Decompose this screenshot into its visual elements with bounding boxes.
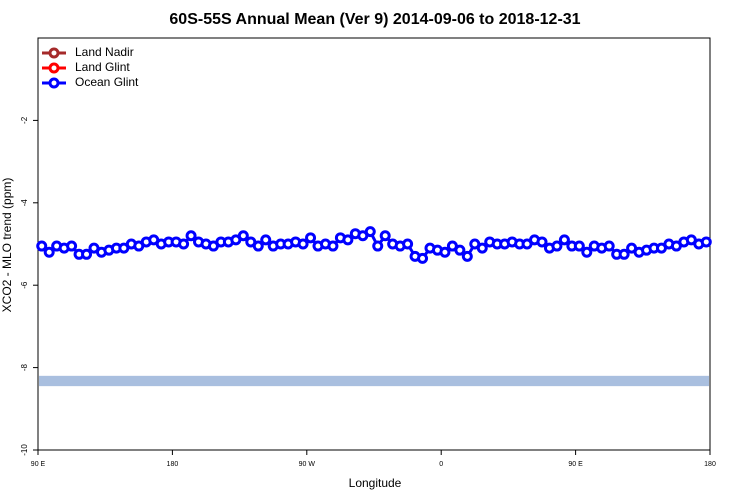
data-point	[81, 248, 93, 260]
data-point	[454, 244, 466, 256]
data-point	[43, 246, 55, 258]
data-point	[178, 238, 190, 250]
legend-label: Land Nadir	[75, 45, 134, 59]
data-point	[439, 246, 451, 258]
data-point	[379, 230, 391, 242]
data-point	[461, 250, 473, 262]
legend-label: Land Glint	[75, 60, 130, 74]
data-point	[252, 240, 264, 252]
legend-marker	[48, 47, 60, 59]
data-point	[36, 240, 48, 252]
x-tick-label: 0	[439, 461, 443, 468]
x-tick-label: 90 E	[568, 461, 583, 468]
x-tick-label: 90 W	[299, 461, 316, 468]
data-point	[573, 240, 585, 252]
data-point	[364, 226, 376, 238]
chart-title: 60S-55S Annual Mean (Ver 9) 2014-09-06 t…	[169, 11, 580, 28]
x-axis-label: Longitude	[349, 476, 402, 490]
legend-marker	[48, 77, 60, 89]
data-point	[618, 248, 630, 260]
y-axis-label: XCO2 - MLO trend (ppm)	[0, 178, 14, 313]
data-point	[603, 240, 615, 252]
x-tick-label: 180	[704, 461, 716, 468]
data-point	[476, 242, 488, 254]
y-tick-label: -10	[20, 444, 29, 456]
data-point	[402, 238, 414, 250]
data-point	[185, 230, 197, 242]
data-point	[372, 240, 384, 252]
y-tick-label: -2	[20, 116, 29, 124]
y-tick-label: -4	[20, 199, 29, 207]
data-point	[417, 252, 429, 264]
legend-label: Ocean Glint	[75, 75, 139, 89]
x-tick-label: 90 E	[31, 461, 46, 468]
data-point	[327, 240, 339, 252]
data-point	[237, 230, 249, 242]
data-point	[700, 236, 712, 248]
data-point	[305, 232, 317, 244]
data-point	[551, 240, 563, 252]
y-tick-label: -8	[20, 363, 29, 371]
y-tick-label: -6	[20, 281, 29, 289]
data-point	[297, 238, 309, 250]
reference-band	[39, 375, 709, 387]
data-point	[260, 234, 272, 246]
data-point	[536, 236, 548, 248]
data-point	[66, 240, 78, 252]
data-point	[581, 246, 593, 258]
data-point	[342, 234, 354, 246]
data-point	[558, 234, 570, 246]
x-tick-label: 180	[167, 461, 179, 468]
legend-marker	[48, 62, 60, 74]
